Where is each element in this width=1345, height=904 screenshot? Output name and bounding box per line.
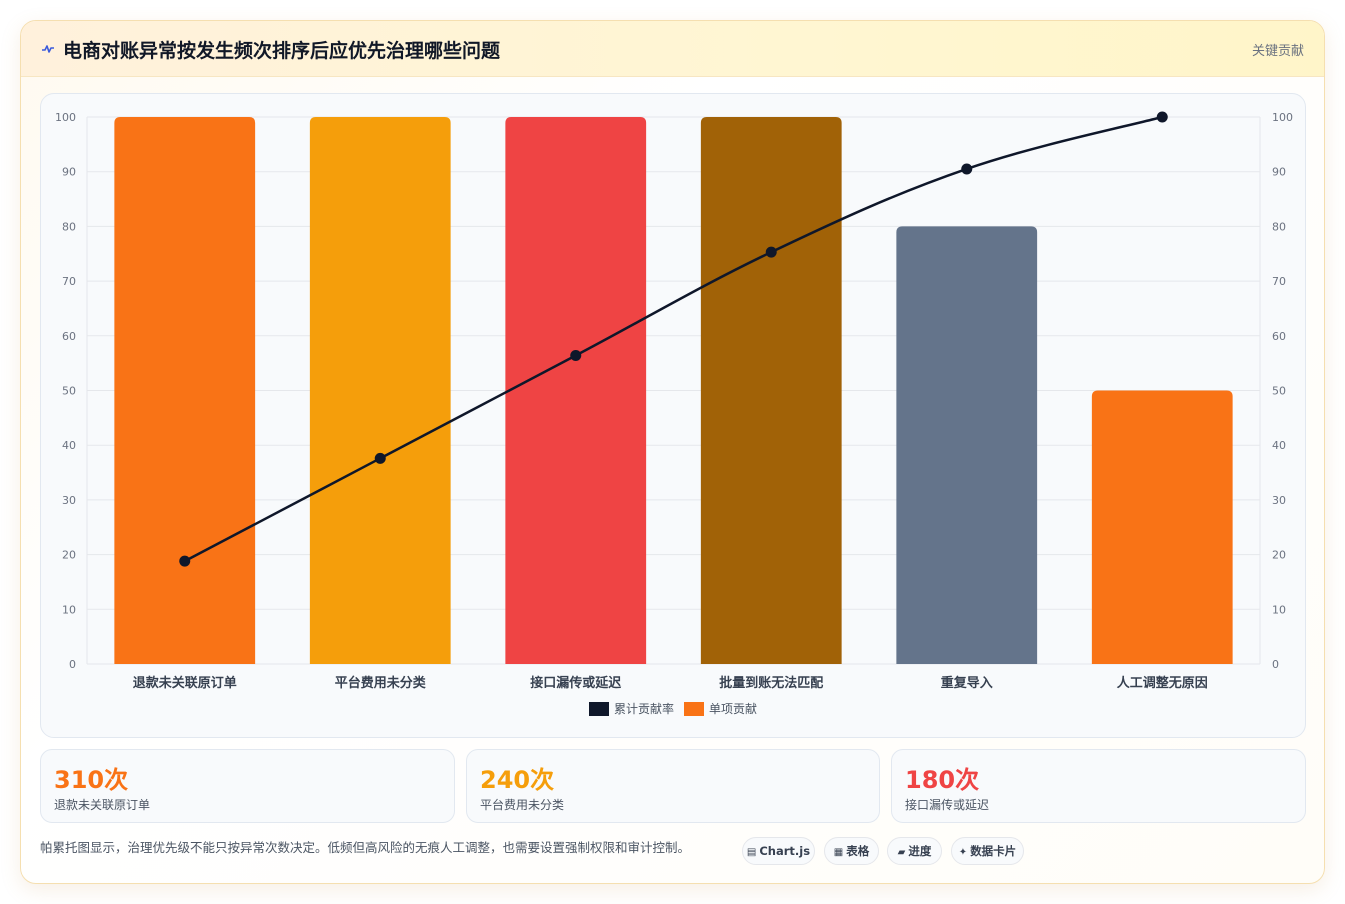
chip-datacard[interactable]: ✦ 数据卡片 xyxy=(951,837,1024,865)
report-card: 电商对账异常按发生频次排序后应优先治理哪些问题 关键贡献 0 0 10 10 20 20 3… xyxy=(20,20,1325,884)
stat-value: 310次 xyxy=(54,766,129,794)
chip-label: 数据卡片 xyxy=(970,844,1017,858)
bar xyxy=(309,117,451,664)
chip-label: 表格 xyxy=(846,844,870,858)
pareto-chart: 0 0 10 10 20 20 30 30 40 40 50 50 60 60 70 70 80 80 90 90 10… xyxy=(55,111,1293,716)
sparkle-icon: ✦ xyxy=(958,847,968,858)
x-tick-label: 平台费用未分类 xyxy=(335,675,427,691)
line-point xyxy=(961,163,973,175)
y-tick-label: 90 xyxy=(62,166,76,179)
cumulative-line xyxy=(184,115,1163,563)
stat-card-1: 310次 退款未关联原订单 xyxy=(40,749,455,823)
chip-label: 进度 xyxy=(908,844,932,858)
stat-card-2: 240次 平台费用未分类 xyxy=(466,749,880,823)
y-tick-label: 30 xyxy=(62,494,76,507)
y2-tick-label: 10 xyxy=(1272,603,1286,616)
line-point xyxy=(570,349,582,361)
legend-swatch xyxy=(589,702,609,716)
y2-tick-label: 20 xyxy=(1272,549,1286,562)
pulse-icon xyxy=(42,45,54,53)
page-title: 电商对账异常按发生频次排序后应优先治理哪些问题 xyxy=(63,40,501,62)
x-tick-label: 批量到账无法匹配 xyxy=(719,675,823,691)
line-point xyxy=(374,452,386,464)
y2-tick-label: 0 xyxy=(1272,658,1279,671)
stat-card-3: 180次 接口漏传或延迟 xyxy=(891,749,1306,823)
y-tick-label: 40 xyxy=(62,439,76,452)
x-tick-label: 人工调整无原因 xyxy=(1117,675,1208,691)
card-header: 电商对账异常按发生频次排序后应优先治理哪些问题 关键贡献 xyxy=(21,21,1324,77)
line-point xyxy=(179,555,191,567)
y-tick-label: 100 xyxy=(55,111,76,124)
bar xyxy=(114,117,256,664)
stat-label: 平台费用未分类 xyxy=(480,798,565,812)
table-icon: ▦ xyxy=(833,847,844,858)
x-tick-label: 退款未关联原订单 xyxy=(133,675,237,691)
chip-progress[interactable]: ▰ 进度 xyxy=(887,837,942,865)
y2-tick-label: 60 xyxy=(1272,330,1286,343)
chip-chartjs[interactable]: ▤ Chart.js xyxy=(742,837,815,865)
stat-label: 退款未关联原订单 xyxy=(54,798,151,812)
y-tick-label: 70 xyxy=(62,275,76,288)
y2-tick-label: 30 xyxy=(1272,494,1286,507)
bar xyxy=(700,117,842,664)
y-tick-label: 50 xyxy=(62,385,76,398)
summary-text: 帕累托图显示，治理优先级不能只按异常次数决定。低频但高风险的无痕人工调整，也需要… xyxy=(40,840,691,855)
y-tick-label: 0 xyxy=(69,658,76,671)
y2-tick-label: 100 xyxy=(1272,111,1293,124)
legend-label: 单项贡献 xyxy=(709,701,757,716)
legend-swatch xyxy=(684,702,704,716)
bar xyxy=(505,117,647,664)
x-tick-label: 重复导入 xyxy=(941,675,993,691)
stat-label: 接口漏传或延迟 xyxy=(905,798,990,812)
y2-tick-label: 40 xyxy=(1272,439,1286,452)
y-tick-label: 60 xyxy=(62,330,76,343)
chip-table[interactable]: ▦ 表格 xyxy=(824,837,879,865)
header-tag: 关键贡献 xyxy=(1251,44,1304,59)
stat-value: 180次 xyxy=(905,766,980,794)
y-tick-label: 10 xyxy=(62,603,76,616)
line-point xyxy=(1156,111,1168,123)
y2-tick-label: 70 xyxy=(1272,275,1286,288)
y-tick-label: 20 xyxy=(62,549,76,562)
chart-panel: 0 0 10 10 20 20 30 30 40 40 50 50 60 60 70 70 80 80 90 90 10… xyxy=(40,93,1306,738)
stat-value: 240次 xyxy=(480,766,555,794)
line-point xyxy=(765,246,777,258)
x-tick-label: 接口漏传或延迟 xyxy=(530,675,621,691)
bar xyxy=(1091,390,1233,664)
chart-icon: ▤ xyxy=(746,847,757,858)
bar xyxy=(896,226,1038,664)
legend-label: 累计贡献率 xyxy=(614,701,674,716)
y2-tick-label: 50 xyxy=(1272,385,1286,398)
y2-tick-label: 80 xyxy=(1272,220,1286,233)
y-tick-label: 80 xyxy=(62,220,76,233)
progress-icon: ▰ xyxy=(897,847,906,858)
y2-tick-label: 90 xyxy=(1272,166,1286,179)
chip-label: Chart.js xyxy=(759,844,811,858)
